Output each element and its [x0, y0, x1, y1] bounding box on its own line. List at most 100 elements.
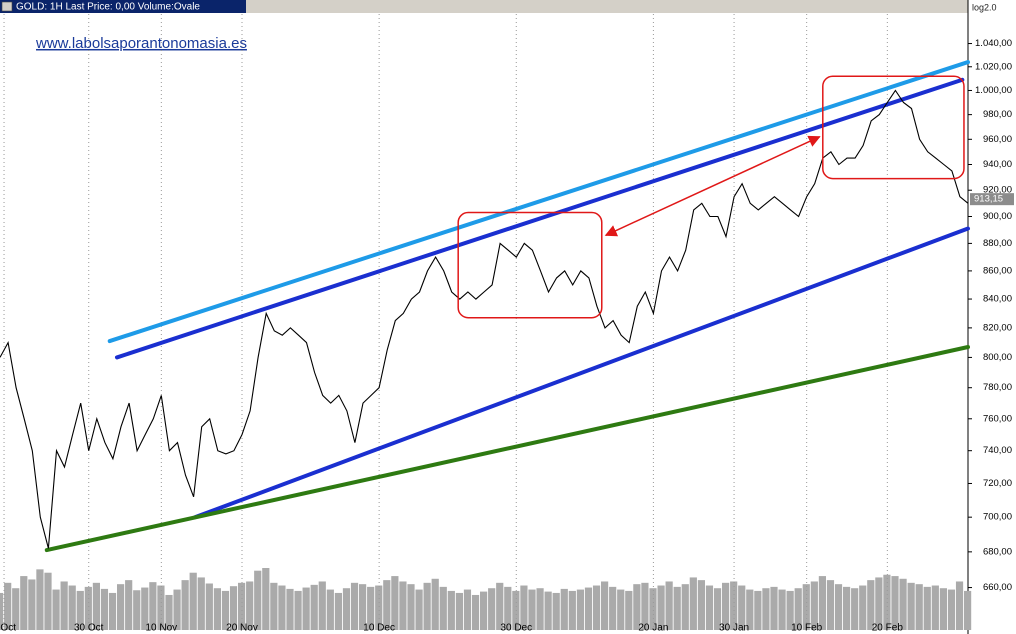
- volume-bar: [20, 576, 28, 630]
- volume-bar: [431, 578, 439, 630]
- volume-bar: [826, 580, 835, 630]
- y-tick-label: 840,00: [983, 294, 1012, 305]
- volume-bar: [520, 585, 528, 630]
- arrow: [604, 135, 821, 237]
- volume-bar: [488, 588, 496, 630]
- volume-bar: [697, 580, 705, 630]
- y-tick-label: 860,00: [983, 265, 1012, 276]
- volume-bar: [213, 588, 221, 630]
- y-tick-label: 760,00: [983, 413, 1012, 424]
- volume-bar: [181, 580, 189, 630]
- volume-bar: [350, 582, 359, 630]
- volume-bar: [310, 584, 318, 630]
- volume-bar: [818, 576, 826, 630]
- trendline: [193, 226, 970, 520]
- volume-bar: [4, 582, 12, 630]
- trendline: [114, 77, 965, 360]
- volume-bar: [149, 582, 157, 630]
- volume-bar: [657, 585, 665, 630]
- y-tick-label: 660,00: [983, 582, 1012, 593]
- y-tick-label: 880,00: [983, 238, 1012, 249]
- x-tick-label: 10 Feb: [791, 623, 823, 634]
- volume-bar: [939, 588, 947, 630]
- volume-bar: [584, 587, 593, 630]
- y-tick-label: 680,00: [983, 546, 1012, 557]
- volume-bar: [834, 584, 843, 630]
- volume-bar: [447, 590, 455, 630]
- volume-bar: [964, 590, 972, 630]
- volume-bar: [125, 580, 133, 630]
- volume-bar: [955, 581, 964, 630]
- volume-bar: [625, 590, 633, 630]
- trendline: [107, 60, 970, 344]
- volume-bar: [270, 582, 278, 630]
- y-tick-label: 800,00: [983, 352, 1012, 363]
- scale-label: log2.0: [972, 2, 997, 12]
- volume-bar: [108, 592, 117, 630]
- volume-bar: [439, 586, 447, 630]
- volume-bar: [375, 585, 383, 630]
- volume-bar: [528, 589, 536, 630]
- volume-bar: [44, 572, 52, 630]
- x-tick-label: 30 Oct: [74, 623, 104, 634]
- volume-bar: [867, 580, 875, 630]
- volume-bar: [455, 592, 463, 630]
- volume-bar: [205, 583, 213, 630]
- volume-bar: [262, 568, 270, 630]
- volume-bar: [278, 585, 286, 630]
- volume-bar: [649, 588, 657, 630]
- x-tick-label: 20 Jan: [638, 623, 668, 634]
- y-tick-label: 1.020,00: [975, 61, 1012, 72]
- volume-bar: [705, 585, 714, 630]
- volume-bar: [931, 585, 939, 630]
- y-tick-label: 720,00: [983, 478, 1012, 489]
- volume-bar: [36, 569, 44, 630]
- volume-bar: [722, 582, 730, 630]
- watermark: www.labolsaporantonomasia.es: [35, 35, 247, 52]
- x-tick-label: 10 Dec: [363, 623, 395, 634]
- volume-bar: [681, 584, 689, 630]
- window-icon[interactable]: [1, 1, 13, 12]
- volume-bar: [117, 584, 125, 630]
- volume-bar: [915, 584, 923, 630]
- y-tick-label: 900,00: [983, 211, 1012, 222]
- x-tick-label: 10 Nov: [145, 623, 177, 634]
- highlight-box: [457, 211, 603, 319]
- volume-bar: [383, 580, 391, 630]
- y-tick-label: 960,00: [983, 134, 1012, 145]
- volume-bar: [592, 585, 601, 630]
- volume-bar: [754, 590, 762, 630]
- x-tick-label: 30 Dec: [500, 623, 532, 634]
- volume-bar: [859, 585, 867, 630]
- volume-bar: [923, 586, 931, 630]
- volume-bar: [802, 584, 810, 630]
- volume-bar: [359, 584, 367, 630]
- volume-bar: [560, 588, 568, 630]
- volume-bar: [342, 588, 351, 630]
- volume-bar: [480, 591, 488, 630]
- last-price-label: 913,15: [974, 194, 1003, 205]
- volume-bar: [141, 587, 149, 630]
- volume-bar: [0, 592, 4, 630]
- volume-bar: [197, 577, 205, 630]
- volume-bar: [738, 585, 746, 630]
- volume-bar: [544, 591, 552, 630]
- volume-bar: [536, 588, 544, 630]
- volume-bar: [399, 581, 407, 630]
- volume-bar: [463, 589, 472, 630]
- highlight-box: [822, 75, 965, 180]
- volume-bar: [254, 570, 262, 630]
- y-tick-label: 740,00: [983, 445, 1012, 456]
- volume-bar: [504, 586, 512, 630]
- y-tick-label: 780,00: [983, 382, 1012, 393]
- volume-bar: [576, 589, 584, 630]
- volume-bar: [326, 589, 334, 630]
- volume-bar: [770, 586, 778, 630]
- volume-bar: [229, 586, 238, 630]
- volume-bar: [423, 582, 431, 630]
- volume-bar: [189, 572, 197, 630]
- volume-bar: [552, 592, 560, 630]
- volume-bar: [407, 584, 415, 630]
- volume-bar: [415, 589, 423, 630]
- volume-bar: [100, 588, 109, 630]
